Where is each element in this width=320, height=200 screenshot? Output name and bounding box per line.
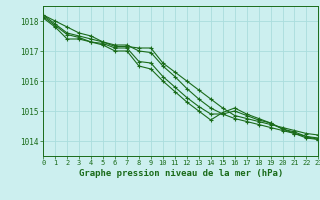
X-axis label: Graphe pression niveau de la mer (hPa): Graphe pression niveau de la mer (hPa) — [79, 169, 283, 178]
